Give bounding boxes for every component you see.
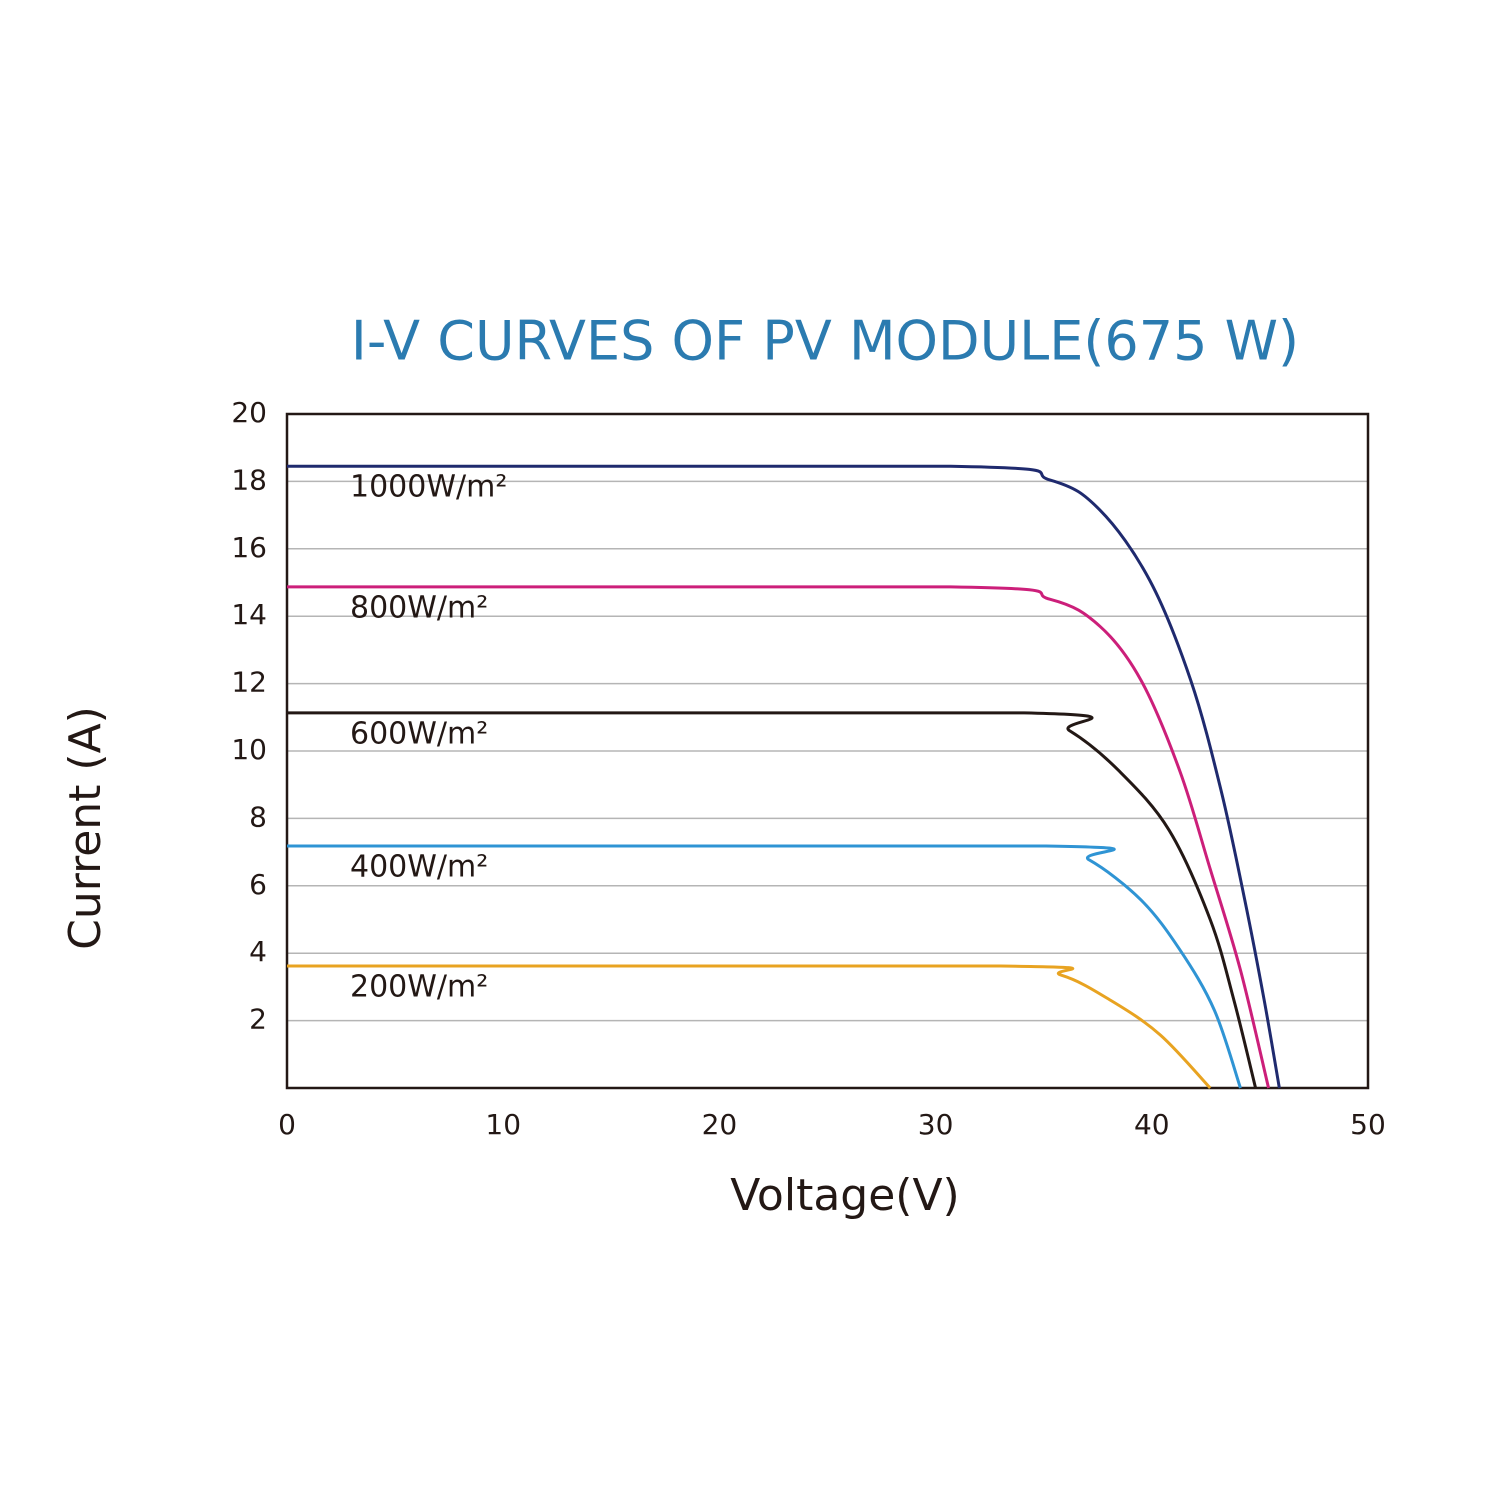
x-tick-label: 40 bbox=[1134, 1108, 1170, 1141]
iv-curve bbox=[287, 964, 1212, 1090]
iv-curve bbox=[286, 464, 1281, 1089]
x-tick-label: 0 bbox=[278, 1108, 296, 1141]
y-tick-label: 10 bbox=[231, 733, 267, 766]
x-axis-label: Voltage(V) bbox=[730, 1170, 959, 1221]
chart-title: I-V CURVES OF PV MODULE(675 W) bbox=[351, 310, 1299, 373]
x-tick-label: 20 bbox=[702, 1108, 738, 1141]
iv-curve bbox=[286, 844, 1242, 1089]
curve-label: 400W/m² bbox=[350, 850, 488, 885]
y-tick-label: 16 bbox=[231, 531, 267, 564]
curve-label: 800W/m² bbox=[350, 590, 488, 625]
y-tick-label: 14 bbox=[231, 598, 267, 631]
x-tick-label: 50 bbox=[1350, 1108, 1386, 1141]
y-tick-label: 2 bbox=[249, 1003, 267, 1036]
y-tick-label: 18 bbox=[231, 463, 267, 496]
x-tick-label: 10 bbox=[485, 1108, 521, 1141]
curve-label: 1000W/m² bbox=[350, 470, 507, 505]
curve-label: 600W/m² bbox=[350, 716, 488, 751]
iv-curve bbox=[287, 585, 1271, 1089]
y-tick-label: 8 bbox=[249, 800, 267, 833]
iv-curve bbox=[287, 711, 1258, 1089]
y-tick-label: 6 bbox=[249, 868, 267, 901]
y-tick-label: 4 bbox=[249, 935, 267, 968]
y-tick-label: 12 bbox=[231, 666, 267, 699]
curve-label: 200W/m² bbox=[350, 970, 488, 1005]
y-axis-label: Current (A) bbox=[60, 706, 111, 950]
x-tick-label: 30 bbox=[918, 1108, 954, 1141]
plot-frame bbox=[285, 412, 1370, 1090]
y-tick-label: 20 bbox=[231, 396, 267, 429]
